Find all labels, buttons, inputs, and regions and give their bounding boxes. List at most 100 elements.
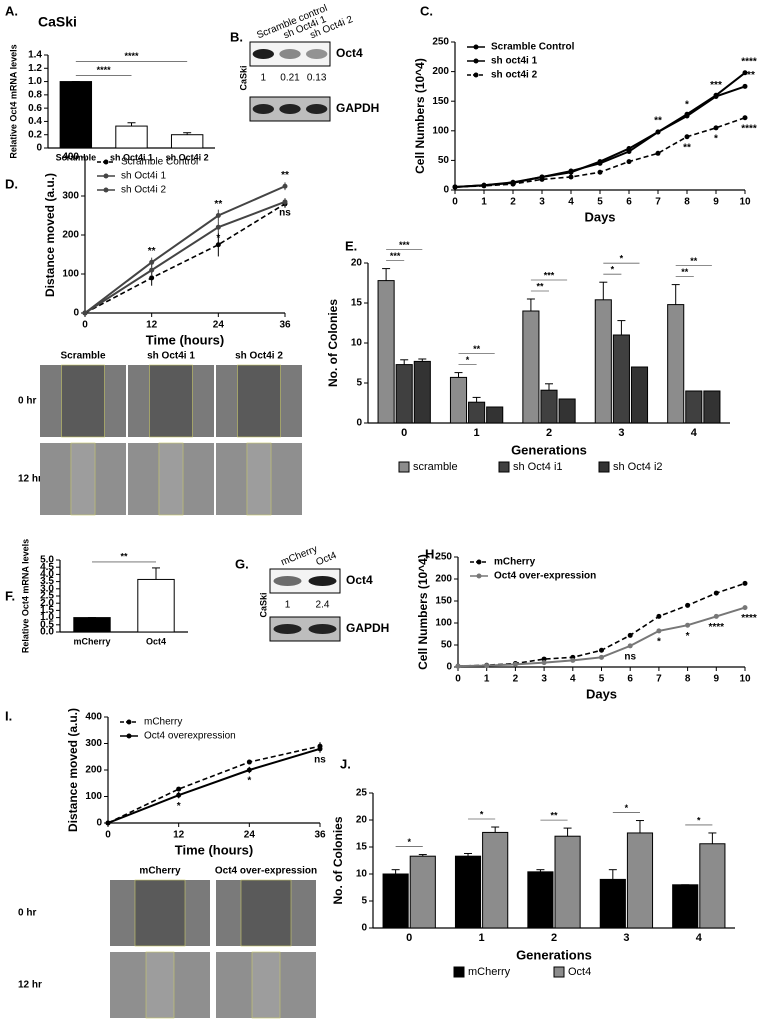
x-tick-label: mCherry [73, 636, 110, 646]
y-tick-label: 5 [361, 896, 367, 907]
bar [170, 134, 204, 149]
x-tick-label: sh Oct4i 1 [110, 152, 153, 162]
data-point [713, 590, 719, 596]
data-point [742, 70, 748, 76]
cell-line-label: CaSki [258, 592, 268, 617]
significance-label: **** [741, 613, 757, 624]
x-tick-label: 5 [597, 197, 603, 208]
bar [630, 366, 649, 424]
row-label: GAPDH [346, 621, 389, 635]
x-tick-label: 12 [173, 830, 185, 841]
y-tick-label: 0.8 [28, 89, 42, 100]
band-ratio: 2.4 [316, 600, 330, 611]
series-line [84, 203, 286, 314]
legend-marker [126, 719, 132, 725]
bar [454, 855, 482, 929]
x-tick-label: 3 [618, 427, 624, 439]
bar [413, 360, 431, 424]
x-axis-label: Days [584, 209, 615, 224]
bar [558, 398, 576, 424]
bar [382, 873, 409, 929]
blot-band [279, 49, 301, 59]
legend-label: sh Oct4i 1 [121, 171, 166, 182]
y-tick-label: 0 [443, 185, 449, 196]
x-tick-label: 24 [244, 830, 256, 841]
y-tick-label: 50 [438, 155, 450, 166]
significance-label: * [685, 100, 689, 111]
y-tick-label: 100 [432, 125, 449, 136]
scratch-gap [158, 442, 184, 516]
x-axis-label: Generations [511, 442, 587, 457]
series-line [84, 200, 286, 314]
significance-label: *** [399, 240, 410, 250]
data-point [541, 656, 547, 662]
chart-panel: A. CaSki 0 0.2 0.4 0.6 0.8 1.0 1.2 1.4 Relative Oc… [5, 3, 215, 162]
data-point [597, 169, 603, 175]
x-tick-label: 1 [479, 932, 485, 944]
data-point [627, 643, 633, 649]
y-tick-label: 1.0 [28, 76, 42, 87]
significance-label: * [216, 233, 220, 244]
significance-label: *** [743, 70, 755, 81]
data-point [539, 176, 545, 182]
significance-label: * [407, 837, 411, 847]
significance-label: * [714, 133, 718, 144]
bar [540, 389, 558, 424]
chart-panel: F. 0.00.51.01.52.02.53.03.54.04.55.0 Relat… [5, 539, 188, 653]
y-tick-label: 50 [441, 640, 453, 651]
bar [626, 832, 654, 929]
x-tick-label: 4 [570, 674, 576, 685]
y-tick-label: 200 [62, 230, 79, 241]
significance-label: * [611, 265, 615, 275]
legend-swatch [553, 966, 565, 978]
y-tick-label: 100 [435, 618, 452, 629]
legend-label: sh Oct4 i1 [513, 461, 563, 473]
chart-panel: D. 0 100 200 300 400 Distance moved (a.u.) Time… [5, 152, 291, 348]
bar [522, 310, 540, 424]
bar [672, 884, 699, 929]
x-axis-label: Time (hours) [146, 332, 225, 347]
y-axis-label: No. of Colonies [326, 299, 340, 387]
y-axis-label: Distance moved (a.u.) [66, 708, 80, 832]
significance-label: **** [97, 65, 112, 75]
data-point [568, 169, 574, 175]
x-tick-label: 36 [279, 320, 291, 331]
significance-label: * [625, 803, 629, 813]
y-tick-label: 1.2 [28, 63, 42, 74]
data-point [655, 150, 661, 156]
y-tick-label: 300 [85, 738, 102, 749]
series-line [107, 747, 321, 824]
significance-label: ** [681, 267, 689, 277]
significance-label: ns [624, 652, 636, 663]
legend-label: sh Oct4i 2 [121, 185, 166, 196]
legend-swatch [453, 966, 465, 978]
y-axis-label: No. of Colonies [331, 816, 345, 904]
significance-label: *** [544, 270, 555, 280]
significance-label: ** [690, 256, 698, 266]
x-tick-label: 0 [455, 674, 461, 685]
y-tick-label: 1.4 [28, 50, 42, 61]
data-point [599, 647, 604, 653]
legend-marker [473, 72, 479, 78]
cell-line-label: CaSki [238, 65, 248, 90]
significance-label: **** [741, 123, 757, 134]
legend-marker [103, 173, 109, 179]
x-tick-label: 2 [513, 674, 519, 685]
blot-band [279, 104, 301, 114]
data-point [452, 184, 458, 190]
panel-letter: J. [340, 756, 351, 771]
y-tick-label: 0 [73, 308, 79, 319]
data-point [82, 310, 88, 316]
bar [554, 835, 581, 929]
y-tick-label: 150 [435, 596, 452, 607]
band-ratio: 0.21 [280, 73, 300, 84]
data-point [481, 183, 487, 189]
y-axis-label: Relative Oct4 mRNA levels [8, 44, 18, 158]
x-tick-label: 6 [627, 674, 633, 685]
legend-label: mCherry [144, 717, 182, 728]
y-tick-label: 100 [85, 791, 102, 802]
